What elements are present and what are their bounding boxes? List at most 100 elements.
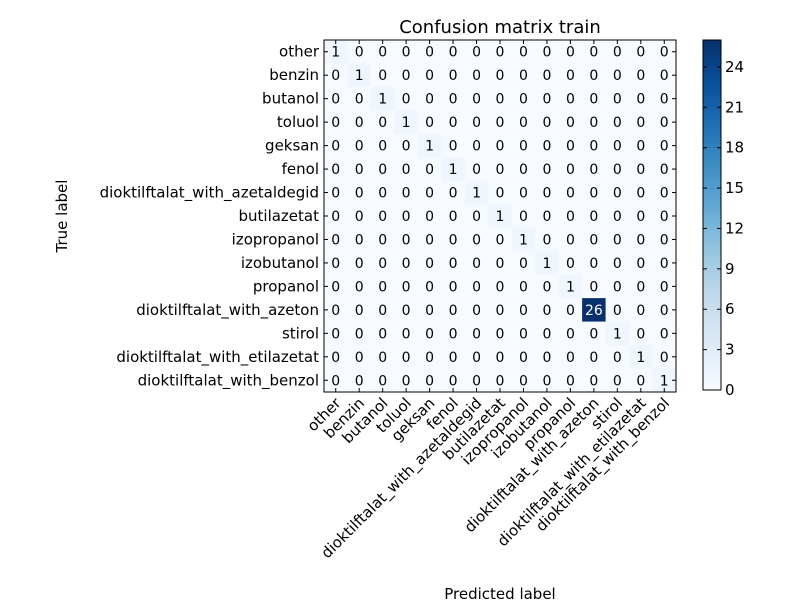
cell-value-label: 0 [402,139,411,155]
cell-value-label: 0 [496,232,505,248]
cell-value-label: 0 [472,303,481,319]
y-tick-label: toluol [277,113,319,131]
cell-value-label: 0 [566,115,575,131]
colorbar-segment [703,142,721,146]
cell-value-label: 0 [519,326,528,342]
cell-value-label: 0 [402,209,411,225]
colorbar-segment [703,387,721,391]
cell-value-label: 0 [402,256,411,272]
heatmap-cell [652,251,677,276]
cell-value-label: 0 [636,209,645,225]
heatmap-cell [394,274,419,299]
cell-value-label: 0 [613,303,622,319]
heatmap-cell [535,368,560,393]
colorbar-segment [703,340,721,344]
heatmap-cell [441,227,466,252]
cell-value-label: 0 [636,139,645,155]
cell-value-label: 0 [589,373,598,389]
heatmap-cell [511,274,536,299]
y-tick-label: butanol [262,90,319,108]
heatmap-cell [394,110,419,135]
cell-value-label: 0 [425,373,434,389]
cell-value-label: 0 [355,350,364,366]
heatmap-cell [370,180,395,205]
heatmap-cell [394,63,419,88]
heatmap-cell [582,321,606,346]
colorbar-segment [703,194,721,198]
colorbar-segment [703,261,721,266]
cell-value-label: 0 [566,326,575,342]
cell-value-label: 0 [613,45,622,61]
heatmap-cell [535,227,560,252]
heatmap-cell [629,157,653,182]
colorbar-segment [703,346,721,350]
heatmap-cell [464,86,489,111]
cell-value-label: 0 [331,139,340,155]
colorbar-segment [703,51,721,56]
heatmap-cell [417,157,442,182]
colorbar-segment [703,381,721,385]
colorbar-segment [703,57,721,61]
colorbar-segment [703,322,721,327]
heatmap-cell [582,86,606,111]
colorbar-segment [703,77,721,82]
colorbar-segment [703,366,721,371]
heatmap-cell [535,110,560,135]
heatmap-cell [417,274,442,299]
colorbar-segment [703,182,721,187]
colorbar-segment [703,133,721,137]
heatmap-cell [417,180,442,205]
colorbar-segment [703,150,721,155]
heatmap-cell [441,321,466,346]
cell-value-label: 0 [636,373,645,389]
cell-value-label: 26 [585,303,603,319]
cell-value-label: 0 [331,303,340,319]
cell-value-label: 0 [542,162,551,178]
cell-value-label: 0 [449,256,458,272]
cell-value-label: 0 [660,92,669,108]
colorbar-segment [703,328,721,333]
colorbar-segment [703,177,721,181]
cell-value-label: 0 [472,373,481,389]
cell-value-label: 0 [402,232,411,248]
heatmap-cell [652,180,677,205]
heatmap-cell [488,345,513,369]
heatmap-cell [417,110,442,135]
heatmap-cell [394,133,419,158]
colorbar-segment [703,363,721,368]
cell-value-label: 0 [355,279,364,295]
cell-value-label: 0 [449,92,458,108]
heatmap-cell [629,40,653,64]
heatmap-cell [370,227,395,252]
heatmap-cell [652,63,677,88]
cell-value-label: 0 [589,139,598,155]
colorbar-segment [703,247,721,251]
cell-value-label: 0 [355,256,364,272]
cell-value-label: 0 [660,209,669,225]
cell-value-label: 0 [519,68,528,84]
heatmap-cell [441,274,466,299]
cell-value-label: 0 [519,139,528,155]
cell-value-label: 0 [613,256,622,272]
cell-value-label: 0 [542,139,551,155]
heatmap-cell [605,86,630,111]
y-tick-label: izobutanol [241,254,319,272]
heatmap-cell [511,204,536,229]
cell-value-label: 0 [660,350,669,366]
cell-value-label: 0 [496,115,505,131]
colorbar-segment [703,136,721,140]
colorbar-segment [703,162,721,166]
colorbar-segment [703,311,721,315]
cell-value-label: 0 [331,92,340,108]
heatmap-cell [370,368,395,393]
colorbar-segment [703,293,721,298]
heatmap-cell [605,157,630,182]
heatmap-cell [582,274,606,299]
cell-value-label: 0 [449,279,458,295]
cell-value-label: 0 [449,115,458,131]
y-tick-label: other [279,43,320,61]
cell-value-label: 0 [378,303,387,319]
cell-value-label: 0 [449,139,458,155]
heatmap-cell [488,204,513,229]
heatmap-cell [582,133,606,158]
